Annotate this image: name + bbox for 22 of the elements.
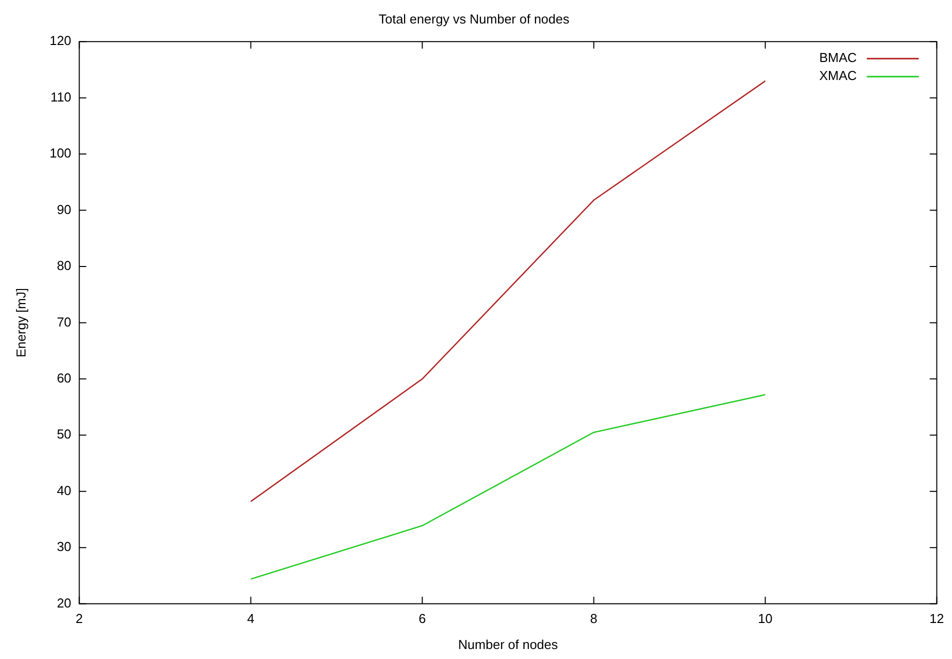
x-tick-label: 4 xyxy=(247,611,254,626)
y-tick-label: 80 xyxy=(56,258,72,274)
x-tick-label: 2 xyxy=(76,611,83,626)
y-axis-title: Energy [mJ] xyxy=(13,288,28,358)
x-axis-title: Number of nodes xyxy=(458,636,558,652)
x-tick-label: 8 xyxy=(590,611,598,626)
y-tick-label: 60 xyxy=(56,370,72,386)
y-tick-label: 100 xyxy=(50,146,72,161)
y-tick-label: 20 xyxy=(56,595,72,610)
y-tick-label: 70 xyxy=(56,314,72,330)
y-tick-label: 50 xyxy=(56,426,72,442)
x-tick-label: 10 xyxy=(758,611,773,626)
x-tick-label: 6 xyxy=(418,611,426,626)
chart-title: Total energy vs Number of nodes xyxy=(378,11,570,26)
y-tick-label: 30 xyxy=(56,539,72,554)
y-tick-label: 90 xyxy=(56,202,72,217)
legend-label: XMAC xyxy=(819,68,857,84)
legend-label: BMAC xyxy=(819,50,857,66)
y-tick-label: 40 xyxy=(56,482,72,498)
y-tick-label: 120 xyxy=(50,33,72,48)
y-tick-label: 110 xyxy=(50,89,72,104)
x-tick-label: 12 xyxy=(930,611,944,626)
